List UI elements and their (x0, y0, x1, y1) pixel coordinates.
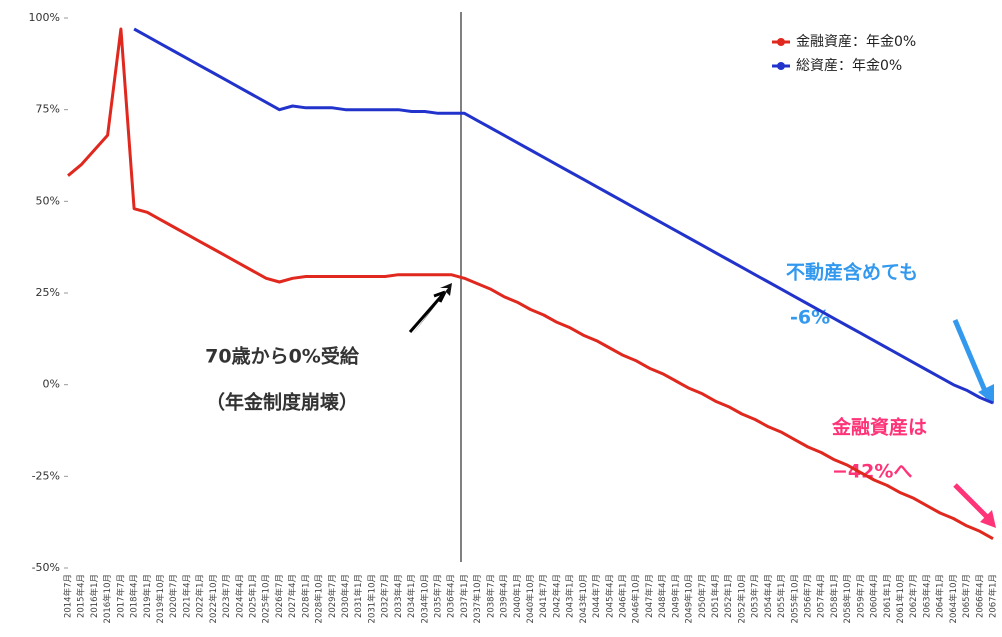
x-tick-label: 2043年10月 (578, 574, 589, 623)
y-tick-label: 0% (43, 378, 60, 391)
x-tick-label: 2052年1月 (723, 574, 734, 618)
x-tick-label: 2045年4月 (604, 574, 615, 618)
arrow (953, 483, 992, 522)
y-tick-label: -50% (32, 561, 60, 574)
x-tick-label: 2028年1月 (300, 574, 311, 618)
x-tick-label: 2040年10月 (525, 574, 536, 623)
x-tick-label: 2040年1月 (512, 574, 523, 618)
x-tick-label: 2057年4月 (816, 574, 827, 618)
x-tick-label: 2018年4月 (129, 574, 140, 618)
x-tick-label: 2061年10月 (895, 574, 906, 623)
x-tick-label: 2066年4月 (974, 574, 985, 618)
x-tick-label: 2022年1月 (195, 574, 206, 618)
x-tick-label: 2028年10月 (314, 574, 325, 623)
x-tick-label: 2025年1月 (248, 574, 259, 618)
x-tick-label: 2022年10月 (208, 574, 219, 623)
annotation: 不動産含めても (786, 261, 918, 284)
x-tick-label: 2051年4月 (710, 574, 721, 618)
x-tick-label: 2048年4月 (657, 574, 668, 618)
x-tick-label: 2050年7月 (697, 574, 708, 618)
x-tick-label: 2055年1月 (776, 574, 787, 618)
annotation: -6% (790, 307, 830, 329)
x-tick-label: 2052年10月 (736, 574, 747, 623)
y-tick-label: 75% (36, 103, 60, 116)
x-tick-label: 2043年1月 (565, 574, 576, 618)
x-tick-label: 2062年7月 (908, 574, 919, 618)
x-tick-label: 2044年7月 (591, 574, 602, 618)
x-tick-label: 2042年4月 (551, 574, 562, 618)
x-tick-label: 2058年10月 (842, 574, 853, 623)
x-tick-label: 2027年4月 (287, 574, 298, 618)
legend-label: 金融資産：年金0% (796, 34, 916, 50)
x-tick-label: 2064年1月 (935, 574, 946, 618)
x-tick-label: 2025年10月 (261, 574, 272, 623)
x-tick-label: 2019年1月 (142, 574, 153, 618)
y-tick-label: 25% (36, 286, 60, 299)
arrow (952, 319, 991, 399)
x-tick-label: 2020年7月 (168, 574, 179, 618)
legend-label: 総資産：年金0% (796, 58, 902, 74)
x-tick-label: 2016年1月 (89, 574, 100, 618)
x-tick-label: 2034年1月 (406, 574, 417, 618)
x-tick-label: 2041年7月 (538, 574, 549, 618)
x-tick-label: 2021年4月 (181, 574, 192, 618)
annotation: 金融資産は (831, 416, 927, 439)
x-tick-label: 2023年7月 (221, 574, 232, 618)
arrow (408, 290, 447, 333)
x-tick-label: 2026年7月 (274, 574, 285, 618)
x-tick-label: 2014年7月 (63, 574, 74, 618)
legend-marker (777, 62, 785, 70)
x-tick-label: 2034年10月 (419, 574, 430, 623)
y-tick-label: 50% (36, 194, 60, 207)
x-tick-label: 2061年1月 (882, 574, 893, 618)
x-tick-label: 2054年4月 (763, 574, 774, 618)
x-tick-label: 2017年7月 (115, 574, 126, 618)
x-tick-label: 2055年10月 (789, 574, 800, 623)
y-tick-label: -25% (32, 469, 60, 482)
x-tick-label: 2019年10月 (155, 574, 166, 623)
x-tick-label: 2053年7月 (750, 574, 761, 618)
x-tick-label: 2032年7月 (380, 574, 391, 618)
x-tick-label: 2037年10月 (472, 574, 483, 623)
x-tick-label: 2058年1月 (829, 574, 840, 618)
x-tick-label: 2024年4月 (234, 574, 245, 618)
arrow-head (978, 384, 994, 404)
x-tick-label: 2038年7月 (485, 574, 496, 618)
x-tick-label: 2046年10月 (631, 574, 642, 623)
x-tick-label: 2015年4月 (76, 574, 87, 618)
x-tick-label: 2060年4月 (869, 574, 880, 618)
x-tick-label: 2029年7月 (327, 574, 338, 618)
x-tick-label: 2063年4月 (921, 574, 932, 618)
annotation: 70歳から0%受給 (205, 345, 360, 368)
x-tick-label: 2065年7月 (961, 574, 972, 618)
y-tick-label: 100% (29, 11, 60, 24)
x-tick-label: 2049年10月 (684, 574, 695, 623)
x-tick-label: 2039年4月 (499, 574, 510, 618)
series-line (133, 27, 994, 405)
x-tick-label: 2035年7月 (433, 574, 444, 618)
x-tick-label: 2031年1月 (353, 574, 364, 618)
x-tick-label: 2016年10月 (102, 574, 113, 623)
arrow-head (980, 510, 996, 528)
x-tick-label: 2056年7月 (803, 574, 814, 618)
x-tick-label: 2064年10月 (948, 574, 959, 623)
annotation: （年金制度崩壊） (206, 391, 358, 414)
x-tick-label: 2067年1月 (988, 574, 999, 618)
x-tick-label: 2046年1月 (618, 574, 629, 618)
x-tick-label: 2047年7月 (644, 574, 655, 618)
arrow-head (412, 283, 452, 335)
x-tick-label: 2037年1月 (459, 574, 470, 618)
x-tick-label: 2049年1月 (670, 574, 681, 618)
legend-marker (777, 38, 785, 46)
x-tick-label: 2059年7月 (855, 574, 866, 618)
x-tick-label: 2031年10月 (366, 574, 377, 623)
x-tick-label: 2036年4月 (446, 574, 457, 618)
series-line (67, 27, 994, 541)
x-tick-label: 2030年4月 (340, 574, 351, 618)
x-tick-label: 2033年4月 (393, 574, 404, 618)
